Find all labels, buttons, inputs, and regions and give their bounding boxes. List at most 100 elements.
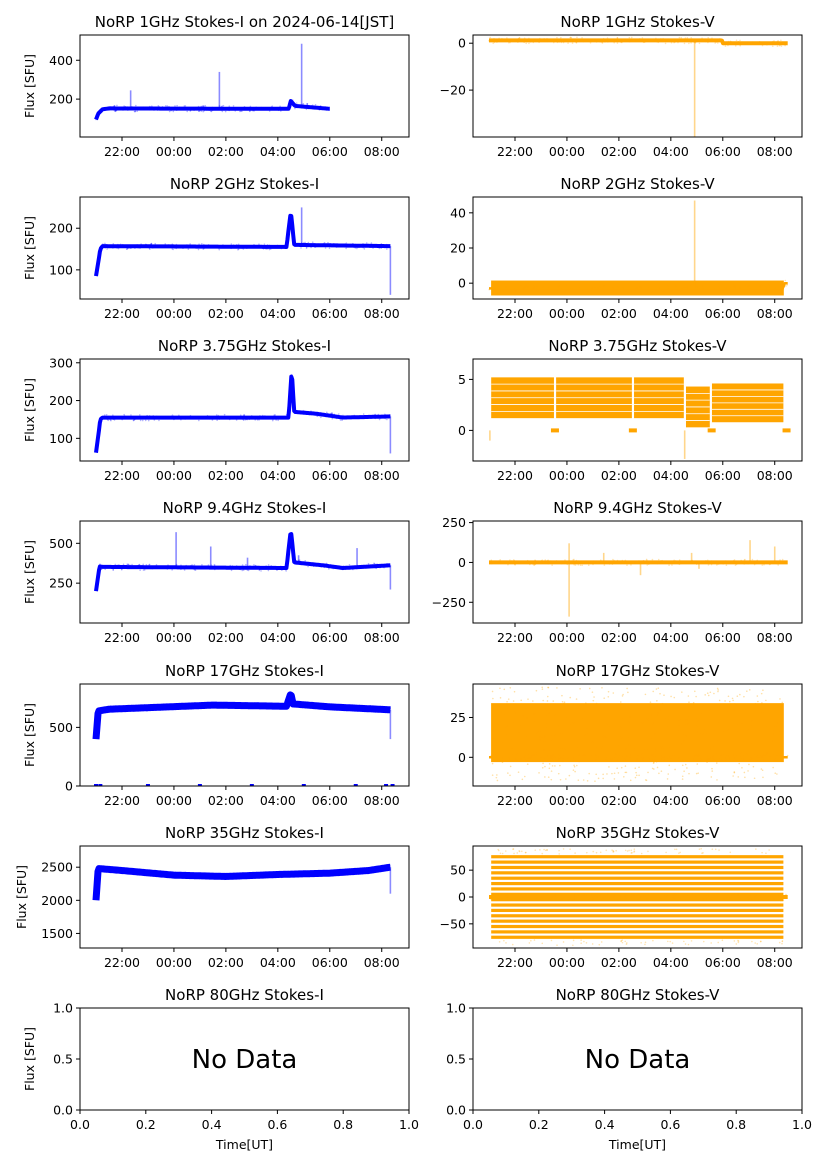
data-point [630,38,633,41]
data-point [269,872,272,874]
data-point [232,872,235,874]
data-point [277,417,279,420]
data-point [592,899,595,901]
data-point [203,243,205,246]
data-point [673,41,675,44]
data-point [716,894,719,897]
data-point [525,894,527,897]
data-point [761,44,764,47]
data-point [138,566,141,568]
data-point [736,289,738,292]
data-point [303,870,305,873]
data-point [640,896,643,898]
data-point [197,107,200,110]
data-point [713,754,715,757]
data-point [134,706,137,708]
data-point [677,40,680,42]
data-point [195,875,197,877]
data-point [316,415,319,417]
data-point [321,243,324,246]
data-point [105,871,108,873]
data-point [235,565,238,567]
data-point [660,753,663,756]
data-point [168,105,170,108]
data-point [534,897,537,899]
data-point [385,244,387,246]
data-point [586,561,589,564]
data-point [563,702,565,705]
data-point [160,566,163,568]
data-point [291,229,294,231]
data-point [602,735,605,738]
data-point [125,869,127,872]
data-point [747,897,749,899]
data-point [713,759,716,761]
data-point [167,246,170,248]
data-point [299,562,301,565]
data-point [492,42,495,45]
data-point [731,697,734,700]
data-point [733,771,736,773]
data-point [538,730,541,733]
data-point [140,244,143,247]
data-point [131,106,133,108]
data-point [244,702,247,704]
data-point [612,558,614,561]
data-point [627,721,630,723]
data-point [652,762,655,764]
data-point [196,874,198,877]
data-point [717,722,719,725]
data-point [293,704,296,707]
x-tick-label: 0.0 [463,1117,483,1132]
data-point [188,705,191,708]
data-point [334,874,337,876]
data-point [776,773,778,775]
data-point [130,567,132,570]
data-point [785,894,788,897]
data-point [107,867,110,870]
data-point [667,773,670,775]
data-point [215,704,218,707]
axes-frame [79,683,410,787]
data-point [189,243,191,245]
data-point [751,725,754,727]
data-point [696,285,698,288]
data-point [746,753,748,756]
chart-panel-p5i: NoRP 17GHz Stokes-I22:00 00:00 02:00 04:00 0… [22,662,410,808]
data-point [140,243,142,245]
data-point [337,415,340,418]
data-point [756,559,759,562]
data-point [659,287,661,289]
data-point [687,943,690,946]
data-point [558,899,561,901]
data-point [123,869,126,872]
data-point [350,416,353,418]
data-point [371,705,374,708]
data-point [548,763,551,765]
data-point [748,763,750,766]
y-axis-label: Flux [SFU] [22,54,37,118]
data-point [605,714,607,717]
data-point [695,561,698,564]
data-point [318,109,321,111]
data-point [352,242,354,245]
data-point [742,561,744,563]
data-point [242,872,244,875]
x-tick-label: 22:00 [104,630,140,645]
data-point [234,705,237,708]
data-point [743,563,746,565]
chart-title: NoRP 2GHz Stokes-I [170,175,319,193]
data-point [149,870,151,873]
data-point [348,872,351,874]
data-point [116,104,118,107]
data-point [734,286,737,289]
data-point [704,40,707,43]
data-point [123,105,125,107]
data-point [543,848,545,851]
data-point [280,874,282,876]
x-tick-label: 02:00 [208,630,244,645]
data-point [675,756,677,758]
data-point [229,564,232,567]
data-point [607,40,609,43]
data-point [171,248,174,250]
